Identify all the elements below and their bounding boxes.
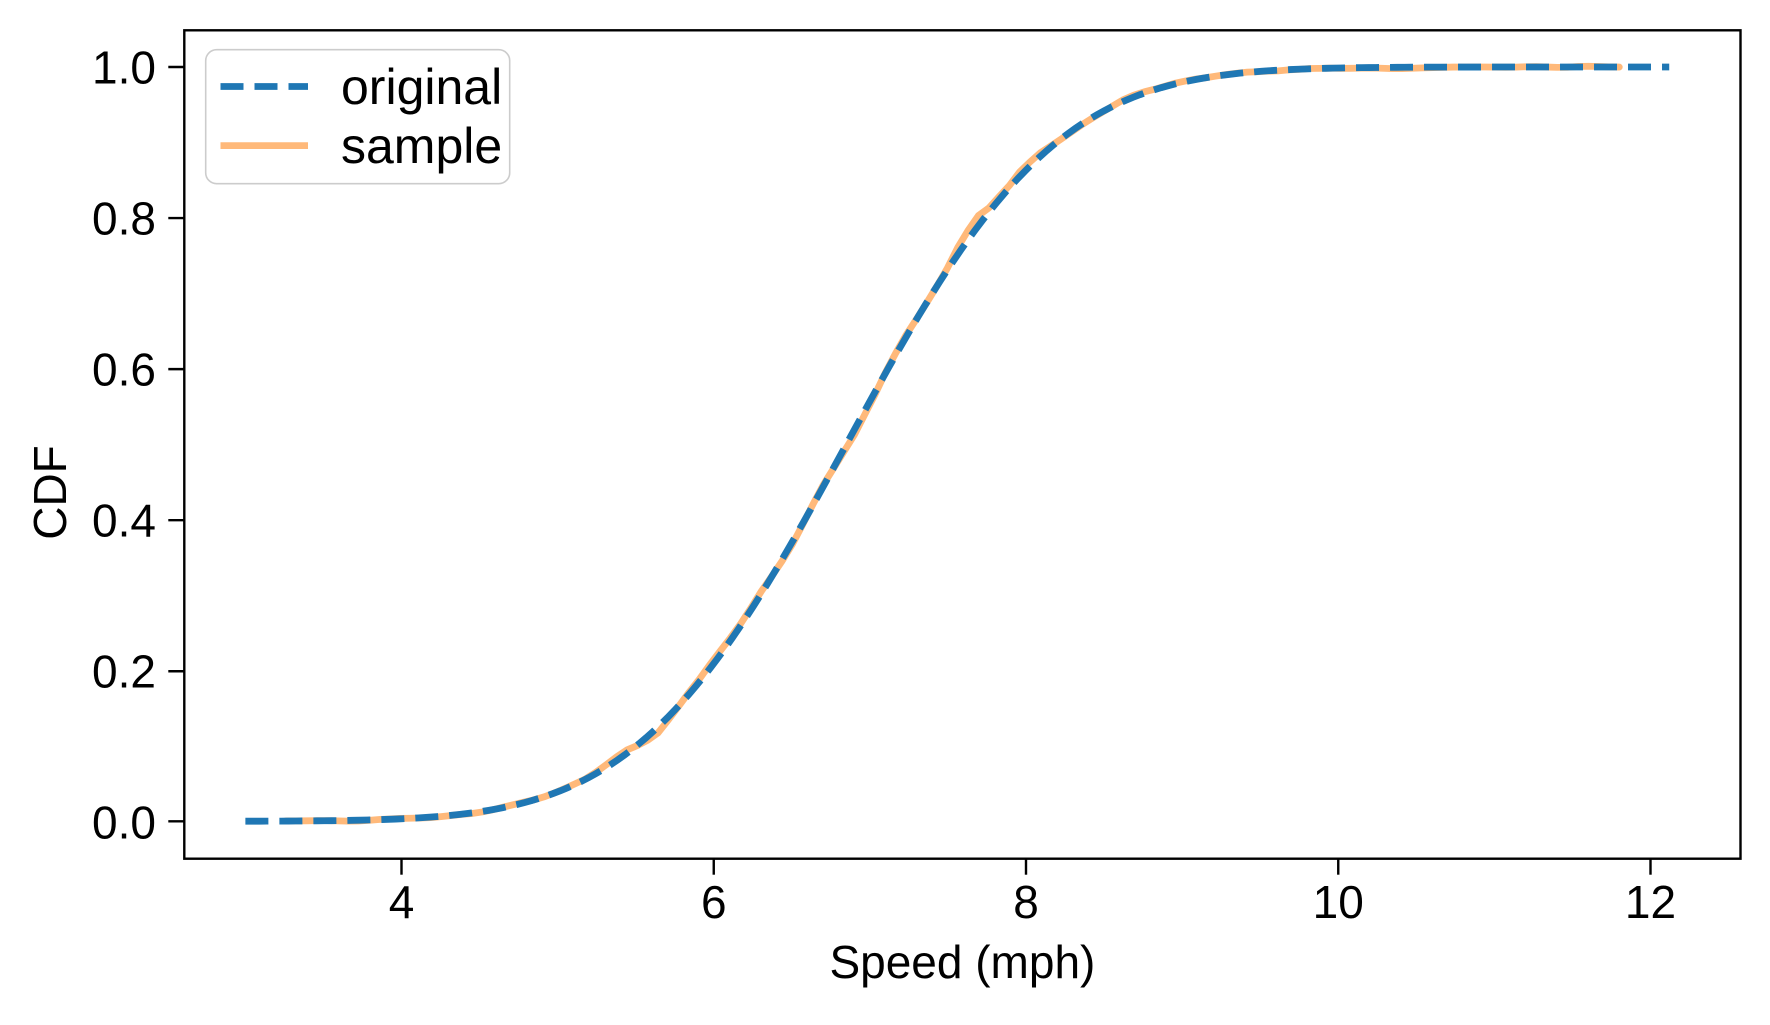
svg-text:0.6: 0.6 — [92, 344, 156, 396]
svg-text:6: 6 — [701, 876, 727, 928]
svg-text:0.0: 0.0 — [92, 797, 156, 849]
svg-text:sample: sample — [341, 118, 502, 174]
svg-text:1.0: 1.0 — [92, 42, 156, 94]
svg-text:10: 10 — [1313, 876, 1364, 928]
svg-text:8: 8 — [1013, 876, 1039, 928]
svg-text:12: 12 — [1625, 876, 1676, 928]
svg-text:original: original — [341, 59, 502, 115]
svg-text:CDF: CDF — [24, 445, 76, 540]
svg-text:0.4: 0.4 — [92, 495, 156, 547]
svg-text:0.2: 0.2 — [92, 646, 156, 698]
svg-text:0.8: 0.8 — [92, 193, 156, 245]
svg-text:4: 4 — [389, 876, 415, 928]
svg-text:Speed (mph): Speed (mph) — [829, 936, 1095, 988]
